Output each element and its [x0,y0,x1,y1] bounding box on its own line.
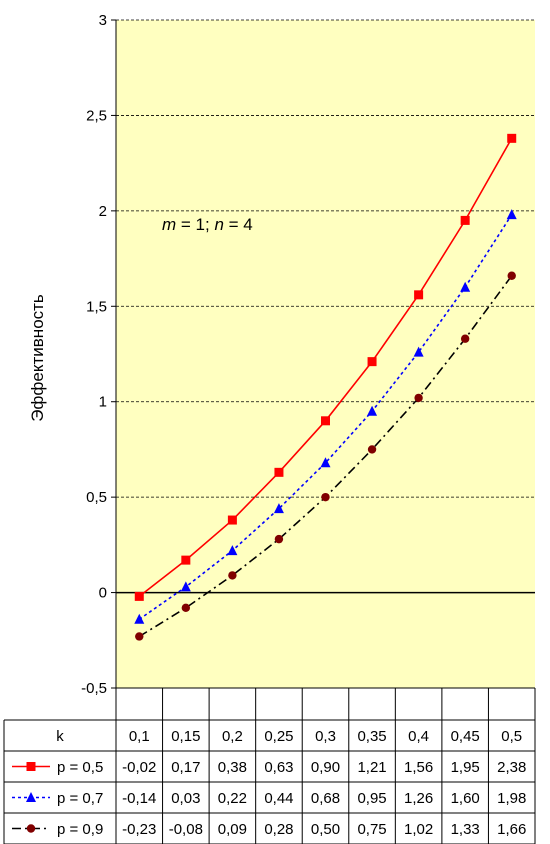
legend-label: p = 0,7 [57,790,103,807]
data-point [414,393,423,403]
data-point [228,571,237,580]
x-category-label: 0,35 [357,728,386,745]
legend-key-marker [26,824,36,833]
data-point [460,334,470,343]
data-point [227,545,238,556]
table-cell: 1,56 [404,759,433,776]
data-point [507,271,516,280]
table-cell: -0,14 [122,790,156,807]
table-cell: 0,50 [311,821,340,838]
table-cell: -0,23 [122,821,156,838]
data-point [180,581,191,592]
grid [116,19,535,594]
x-category-label: 0,25 [264,728,293,745]
annotation-m: m [162,215,176,234]
data-point [413,346,424,357]
x-category-label: 0,3 [315,728,336,745]
series-2 [134,209,517,624]
table-cell: 0,44 [264,790,293,807]
series-layer [134,133,517,641]
x-category-label: 0,2 [222,728,243,745]
table-cell: 0,09 [218,821,247,838]
data-point [507,133,517,143]
y-tick-label: 2 [99,203,107,220]
table-cell: 1,66 [497,821,526,838]
data-point [367,445,377,454]
y-tick-label: 0 [99,585,107,602]
data-point [321,492,330,502]
table-cell: 0,03 [171,790,200,807]
data-point [460,215,470,225]
data-point [273,503,284,514]
table-cell: 0,63 [264,759,293,776]
y-axis-label: Эффективность [28,294,47,422]
y-axis: -0,5 0 0,5 1 1,5 2 2,5 3 [81,12,117,697]
data-point [134,591,144,601]
data-point [274,467,284,477]
table-cell: 1,98 [497,790,526,807]
data-point [135,632,144,641]
data-point [367,405,378,416]
legend-label: p = 0,9 [57,821,103,838]
data-point [460,281,471,292]
series-1 [134,133,517,601]
data-point [134,613,145,624]
table-cell: 1,26 [404,790,433,807]
table-cell: 0,38 [218,759,247,776]
table-cell: -0,02 [122,759,156,776]
annotation-m-n: m = 1; n = 4 [162,215,253,234]
y-tick-label: -0,5 [81,680,107,697]
y-tick-label: 3 [99,12,107,29]
data-point [181,555,191,565]
table-cell: 0,95 [357,790,386,807]
table-header-k: k [56,728,64,745]
table-cell: 1,95 [451,759,480,776]
y-tick-label: 1,5 [86,298,107,315]
table-cell: 1,21 [357,759,386,776]
legend-key-marker [26,792,36,802]
y-tick-label: 2,5 [86,107,107,124]
legend-key-marker [26,762,36,771]
data-point [367,357,377,367]
table-cell: 1,33 [451,821,480,838]
data-point [181,603,191,613]
data-table: k 0,1 0,15 0,2 0,25 0,3 0,35 0,4 0,45 0,5 p = 0,5 -… [3,687,536,844]
y-tick-label: 0,5 [86,489,107,506]
plot-area [116,20,535,688]
annotation-m-value: = 1; [176,215,214,234]
table-cell: 0,28 [264,821,293,838]
table-cell: 2,38 [497,759,526,776]
table-cell: 1,60 [451,790,480,807]
table-cell: 0,90 [311,759,340,776]
x-category-label: 0,15 [171,728,200,745]
x-category-label: 0,45 [451,728,480,745]
table-cell: 0,75 [357,821,386,838]
data-point [506,209,517,220]
table-cell: 1,02 [404,821,433,838]
x-category-label: 0,5 [501,728,522,745]
table-cell: 0,22 [218,790,247,807]
annotation-n-value: = 4 [224,215,253,234]
table-cell: -0,08 [169,821,203,838]
series-3 [135,271,516,641]
data-point [414,290,424,300]
y-tick-label: 1 [99,394,107,411]
x-category-label: 0,1 [129,728,150,745]
data-point [227,515,237,525]
data-point [321,416,330,426]
table-cell: 0,17 [171,759,200,776]
table-cell: 0,68 [311,790,340,807]
x-category-label: 0,4 [408,728,429,745]
annotation-n: n [214,215,223,234]
legend-label: p = 0,5 [57,759,103,776]
data-point [274,534,284,544]
data-point [320,457,331,468]
